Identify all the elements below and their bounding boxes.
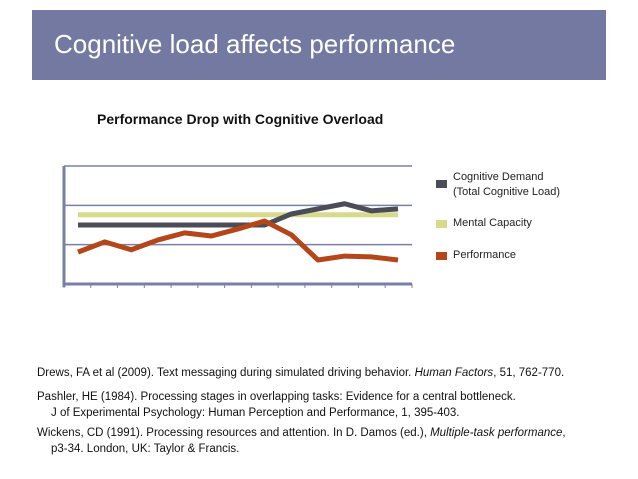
reference: Pashler, HE (1984). Processing stages in… bbox=[37, 389, 627, 421]
ref-text: Wickens, CD (1991). Processing resources… bbox=[37, 427, 431, 439]
ref-text: , bbox=[562, 427, 566, 439]
reference: Drews, FA et al (2009). Text messaging d… bbox=[37, 365, 627, 381]
ref-text: p3-34. London, UK: Taylor & Francis. bbox=[51, 443, 240, 455]
ref-journal: Human Factors bbox=[414, 367, 494, 379]
reference: Wickens, CD (1991). Processing resources… bbox=[37, 425, 627, 457]
legend-swatch bbox=[436, 220, 447, 228]
legend-label: Mental Capacity bbox=[453, 217, 532, 229]
legend-item: Cognitive Demand (Total Cognitive Load) bbox=[436, 170, 596, 200]
series-line bbox=[77, 218, 399, 263]
ref-text: Drews, FA et al (2009). Text messaging d… bbox=[37, 367, 415, 379]
ref-book: Multiple-task performance bbox=[430, 427, 563, 439]
ref-text: J of Experimental Psychology: Human Perc… bbox=[51, 407, 460, 419]
ref-text: Pashler, HE (1984). Processing stages in… bbox=[37, 391, 516, 403]
legend-label: Cognitive Demand (Total Cognitive Load) bbox=[453, 171, 561, 198]
slide-title: Cognitive load affects performance bbox=[54, 29, 456, 59]
header: Cognitive load affects performance bbox=[32, 10, 606, 80]
legend-item: Mental Capacity bbox=[436, 216, 596, 231]
legend-label: Performance bbox=[453, 249, 516, 261]
legend-item: Performance bbox=[436, 248, 596, 263]
legend-swatch bbox=[436, 252, 447, 260]
chart-title: Performance Drop with Cognitive Overload bbox=[97, 111, 383, 127]
legend-swatch bbox=[436, 180, 447, 188]
ref-text: , 51, 762-770. bbox=[493, 367, 565, 379]
series-line bbox=[78, 201, 399, 228]
